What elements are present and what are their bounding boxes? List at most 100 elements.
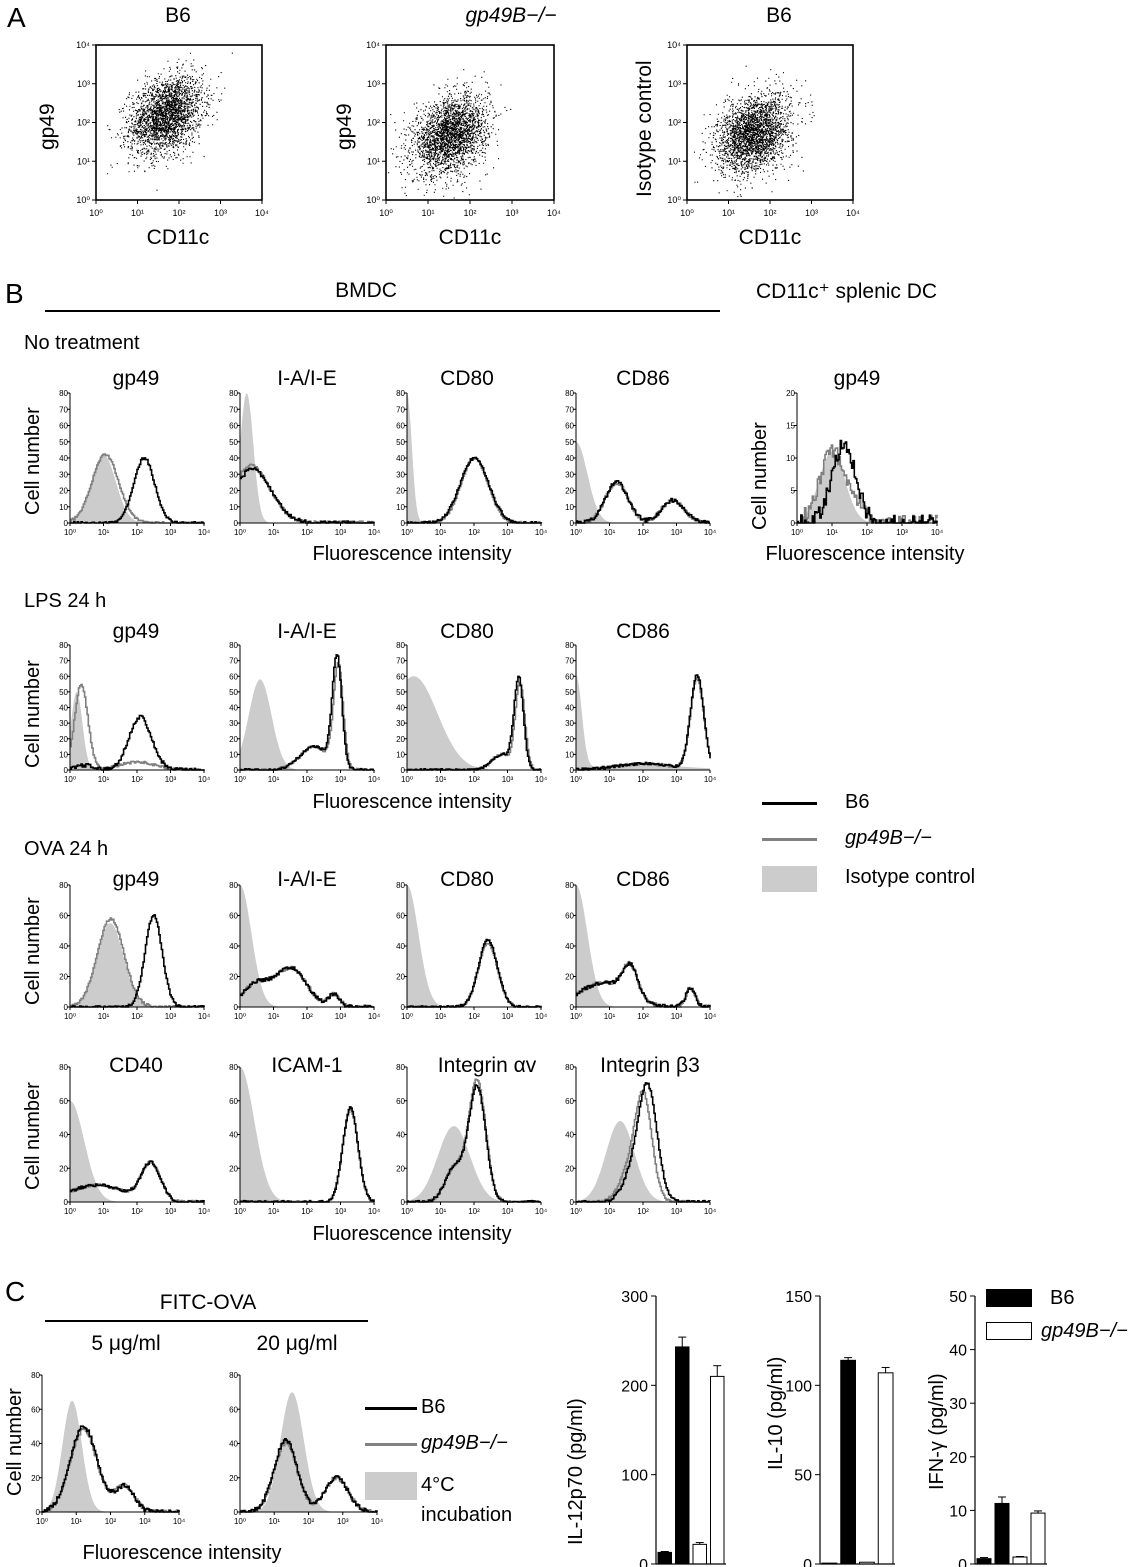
hist-ova-integrin-b3: 0 20 40 60 80 10⁰ 10¹ 10² 10³ 10⁴ bbox=[565, 1063, 717, 1216]
bar-ifng-bar-3 bbox=[1030, 1512, 1046, 1565]
hist-nt-iaie-b6-line bbox=[240, 467, 375, 524]
splenic-ylabel: Cell number bbox=[749, 422, 771, 530]
hist-ova-cd86-xtick: 10² bbox=[637, 1012, 649, 1021]
hist-fitc-20-b6-line bbox=[240, 1438, 378, 1513]
panel-c-letter: C bbox=[5, 1276, 26, 1307]
dotplot-ko-xtick: 10² bbox=[463, 208, 476, 218]
row4-ylabel: Cell number bbox=[22, 1082, 44, 1190]
c-legend-b6-label: B6 bbox=[421, 1396, 446, 1418]
hist-ova-gp49-isotype-fill bbox=[70, 923, 204, 1007]
hist-lps-cd86-ytick: 70 bbox=[565, 657, 574, 666]
hist-lps-gp49: 0 10 20 30 40 50 60 70 80 10⁰ 10¹ 10² 10³ 10⁴ bbox=[59, 641, 211, 784]
hist-splenic-gp49-ytick: 15 bbox=[786, 422, 795, 431]
bar-il10-bar-1 bbox=[840, 1359, 856, 1565]
hist-fitc-5-xtick: 10³ bbox=[139, 1517, 151, 1526]
bar-ifng: −+−+01020304050LPS bbox=[949, 1289, 1047, 1567]
hist-lps-cd80: 0 10 20 30 40 50 60 70 80 10⁰ 10¹ 10² 10³ 10⁴ bbox=[396, 641, 548, 784]
dotplot-isotype: 10⁰ 10⁰ 10¹ 10¹ 10² 10² 10³ 10³ 10⁴ 10⁴ bbox=[667, 40, 860, 218]
hist-ova-integrin-b3-ytick: 20 bbox=[565, 1164, 574, 1173]
hist-lps-cd86: 0 10 20 30 40 50 60 70 80 10⁰ 10¹ 10² 10³ 10⁴ bbox=[565, 641, 717, 784]
hist-lps-iaie-ytick: 60 bbox=[229, 672, 238, 681]
row2-marker-1: gp49 bbox=[112, 620, 160, 643]
hist-lps-cd86-xtick: 10³ bbox=[671, 775, 683, 784]
bar-ifng-ytick: 30 bbox=[949, 1396, 967, 1413]
hist-ova-cd86-xtick: 10⁴ bbox=[704, 1012, 717, 1021]
hist-nt-cd80-ytick: 20 bbox=[396, 487, 405, 496]
row3-marker-3: CD80 bbox=[440, 868, 494, 891]
hist-fitc-20-xtick: 10⁰ bbox=[234, 1517, 246, 1526]
hist-fitc-20-ytick: 20 bbox=[229, 1474, 238, 1483]
hist-ova-cd40-ytick: 80 bbox=[59, 1063, 68, 1072]
hist-nt-cd86-xtick: 10¹ bbox=[604, 528, 616, 537]
hist-ova-iaie-b6-line bbox=[240, 966, 374, 1008]
hist-ova-iaie-ytick: 40 bbox=[229, 942, 238, 951]
hist-ova-icam1-ytick: 60 bbox=[229, 1097, 238, 1106]
hist-fitc-5-ytick: 0 bbox=[36, 1508, 41, 1517]
hist-ova-gp49-xtick: 10² bbox=[131, 1012, 143, 1021]
legend-b6-label: B6 bbox=[845, 791, 870, 813]
hist-nt-iaie-xtick: 10⁴ bbox=[368, 528, 381, 537]
c-legend-ko-label: gp49B−/− bbox=[421, 1432, 508, 1454]
bar-il10-ytick: 0 bbox=[803, 1557, 812, 1567]
hist-nt-iaie-isotype-fill bbox=[240, 393, 374, 523]
hist-nt-cd86-ytick: 30 bbox=[565, 470, 574, 479]
dotplot-b6-ytick: 10² bbox=[77, 118, 90, 128]
hist-nt-cd86-ytick: 50 bbox=[565, 438, 574, 447]
hist-lps-iaie-ytick: 40 bbox=[229, 704, 238, 713]
hist-lps-gp49-xtick: 10⁰ bbox=[64, 775, 76, 784]
panel-a-letter: A bbox=[7, 2, 26, 33]
hist-nt-cd86-ytick: 80 bbox=[565, 389, 574, 398]
hist-lps-gp49-xtick: 10¹ bbox=[98, 775, 110, 784]
row4-xlabel: Fluorescence intensity bbox=[312, 1223, 512, 1245]
row1-marker-1: gp49 bbox=[112, 367, 160, 390]
hist-splenic-gp49-xtick: 10³ bbox=[896, 528, 908, 537]
hist-ova-cd80-ytick: 80 bbox=[396, 881, 405, 890]
panel-a-plot1-title: B6 bbox=[165, 4, 191, 27]
hist-nt-cd80-b6-line bbox=[407, 456, 542, 524]
dotplot-b6-ytick: 10¹ bbox=[77, 156, 90, 166]
row4-marker-3: Integrin αv bbox=[437, 1054, 537, 1077]
hist-ova-icam1-xtick: 10² bbox=[301, 1207, 313, 1216]
bar-legend-ko-label: gp49B−/− bbox=[1041, 1320, 1128, 1342]
hist-nt-gp49-ytick: 70 bbox=[59, 405, 68, 414]
bar-ifng-ytick: 40 bbox=[949, 1343, 967, 1360]
hist-ova-iaie-ytick: 20 bbox=[229, 973, 238, 982]
hist-lps-cd86-ytick: 0 bbox=[570, 766, 575, 775]
hist-nt-cd80: 0 10 20 30 40 50 60 70 80 10⁰ 10¹ 10² 10³ 10⁴ bbox=[396, 389, 548, 537]
hist-lps-iaie-ytick: 10 bbox=[229, 750, 238, 759]
row4-marker-1: CD40 bbox=[109, 1054, 163, 1077]
bmdc-label: BMDC bbox=[335, 279, 397, 302]
fitc-bracket-line bbox=[45, 1320, 368, 1322]
hist-nt-iaie-xtick: 10¹ bbox=[268, 528, 280, 537]
hist-lps-cd80-isotype-fill bbox=[407, 676, 541, 770]
section-label-ova: OVA 24 h bbox=[24, 838, 109, 860]
hist-ova-iaie-xtick: 10⁰ bbox=[234, 1012, 246, 1021]
hist-lps-iaie-isotype-fill bbox=[240, 679, 374, 770]
hist-ova-integrin-b3-isotype-fill bbox=[576, 1121, 710, 1202]
hist-nt-gp49-ytick: 20 bbox=[59, 487, 68, 496]
bar-ifng-bar-2 bbox=[1012, 1556, 1028, 1565]
hist-ova-icam1-xtick: 10¹ bbox=[268, 1207, 280, 1216]
hist-ova-gp49-xtick: 10¹ bbox=[98, 1012, 110, 1021]
hist-nt-iaie-ytick: 30 bbox=[229, 470, 238, 479]
hist-ova-gp49-xtick: 10³ bbox=[165, 1012, 177, 1021]
hist-lps-gp49-ytick: 50 bbox=[59, 688, 68, 697]
hist-ova-integrin-av: 0 20 40 60 80 10⁰ 10¹ 10² 10³ 10⁴ bbox=[396, 1063, 548, 1216]
hist-nt-iaie-ytick: 40 bbox=[229, 454, 238, 463]
hist-nt-cd80-ytick: 30 bbox=[396, 470, 405, 479]
hist-ova-cd40-isotype-fill bbox=[70, 1100, 204, 1202]
hist-ova-integrin-av-ytick: 60 bbox=[396, 1097, 405, 1106]
hist-lps-gp49-ytick: 10 bbox=[59, 750, 68, 759]
dotplot-ko-xtick: 10⁴ bbox=[547, 208, 561, 218]
dotplot-b6-xtick: 10¹ bbox=[131, 208, 144, 218]
hist-lps-cd80-ytick: 70 bbox=[396, 657, 405, 666]
hist-fitc-20: 0 20 40 60 80 10⁰ 10¹ 10² 10³ 10⁴ bbox=[229, 1371, 384, 1526]
dotplot-b6-xtick: 10² bbox=[172, 208, 185, 218]
dotplot-ko-ytick: 10² bbox=[367, 118, 380, 128]
bar-ifng-ytick: 10 bbox=[949, 1503, 967, 1520]
hist-ova-gp49-xtick: 10⁰ bbox=[64, 1012, 76, 1021]
hist-nt-cd86: 0 10 20 30 40 50 60 70 80 10⁰ 10¹ 10² 10³ 10⁴ bbox=[565, 389, 717, 537]
hist-splenic-gp49-xtick: 10² bbox=[861, 528, 873, 537]
ifng-ylabel: IFN-γ (pg/ml) bbox=[926, 1373, 948, 1490]
